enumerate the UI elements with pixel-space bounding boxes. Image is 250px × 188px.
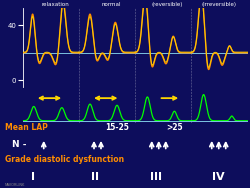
Text: >25: >25 [167, 123, 183, 132]
Text: IV: IV [212, 172, 225, 182]
Text: III: III [150, 172, 162, 182]
Text: Restriction
(reversible): Restriction (reversible) [152, 0, 183, 7]
Text: II: II [91, 172, 99, 182]
Text: Abnormal
relaxation: Abnormal relaxation [41, 0, 69, 7]
Text: NAVORLINK: NAVORLINK [5, 183, 25, 187]
Text: 15-25: 15-25 [106, 123, 130, 132]
Text: Pseudo-
normal: Pseudo- normal [100, 0, 122, 7]
Text: Mean LAP: Mean LAP [5, 123, 48, 132]
Text: N -: N - [12, 140, 27, 149]
Text: Restriction
(irreversible): Restriction (irreversible) [202, 0, 237, 7]
Text: I: I [30, 172, 34, 182]
Text: Grade diastolic dysfunction: Grade diastolic dysfunction [5, 155, 124, 164]
